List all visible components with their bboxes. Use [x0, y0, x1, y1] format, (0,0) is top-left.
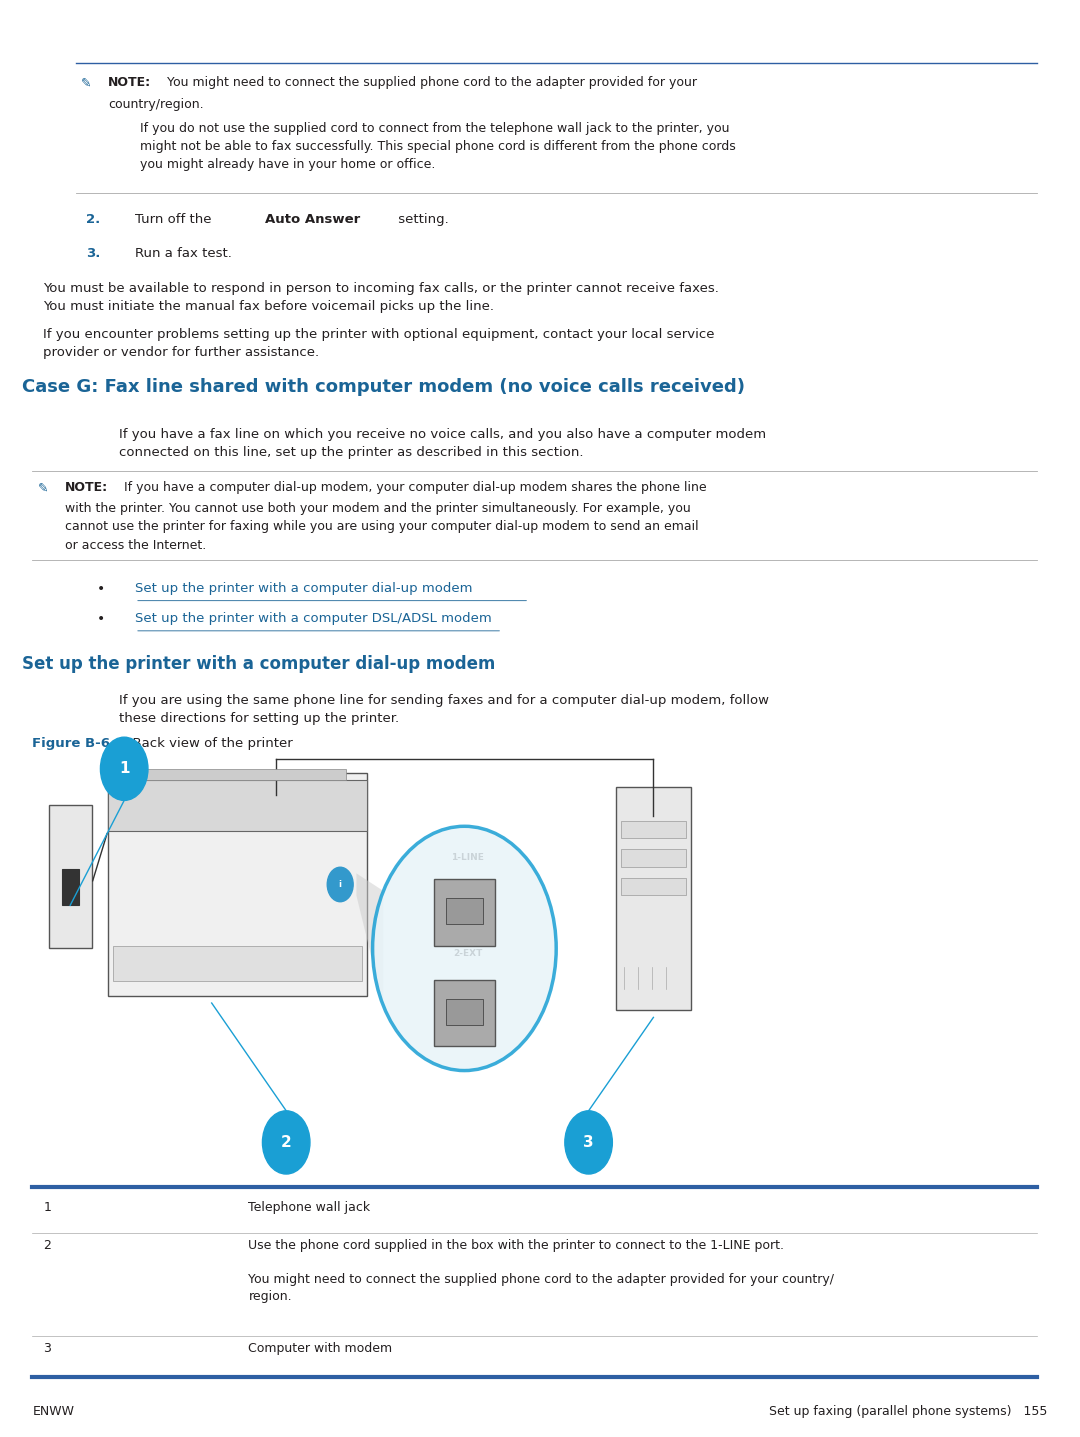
Text: You must be available to respond in person to incoming fax calls, or the printer: You must be available to respond in pers… — [43, 282, 719, 313]
Text: You might need to connect the supplied phone cord to the adapter provided for yo: You might need to connect the supplied p… — [167, 76, 698, 89]
Text: •: • — [97, 582, 106, 596]
Text: Set up the printer with a computer dial-up modem: Set up the printer with a computer dial-… — [22, 655, 495, 674]
Text: 1: 1 — [43, 1201, 51, 1214]
Text: If you encounter problems setting up the printer with optional equipment, contac: If you encounter problems setting up the… — [43, 328, 715, 359]
Text: Auto Answer: Auto Answer — [265, 213, 360, 226]
Text: with the printer. You cannot use both your modem and the printer simultaneously.: with the printer. You cannot use both yo… — [65, 502, 690, 514]
Text: •: • — [97, 612, 106, 627]
Text: Figure B-6: Figure B-6 — [32, 737, 110, 750]
FancyBboxPatch shape — [108, 773, 367, 996]
Circle shape — [373, 826, 556, 1071]
FancyBboxPatch shape — [113, 946, 362, 981]
Polygon shape — [356, 874, 383, 1006]
Circle shape — [327, 867, 353, 902]
FancyBboxPatch shape — [446, 898, 483, 924]
FancyBboxPatch shape — [621, 821, 686, 838]
Text: If you have a fax line on which you receive no voice calls, and you also have a : If you have a fax line on which you rece… — [119, 428, 766, 460]
Text: NOTE:: NOTE: — [108, 76, 151, 89]
FancyBboxPatch shape — [434, 980, 495, 1046]
Text: ✎: ✎ — [38, 481, 49, 494]
Text: You might need to connect the supplied phone cord to the adapter provided for yo: You might need to connect the supplied p… — [248, 1273, 835, 1303]
Text: ✎: ✎ — [81, 76, 92, 89]
Text: Run a fax test.: Run a fax test. — [135, 247, 232, 260]
Text: ENWW: ENWW — [32, 1405, 75, 1418]
Text: Computer with modem: Computer with modem — [248, 1342, 392, 1355]
FancyBboxPatch shape — [621, 849, 686, 867]
Text: or access the Internet.: or access the Internet. — [65, 539, 206, 552]
Text: setting.: setting. — [394, 213, 449, 226]
Text: Turn off the: Turn off the — [135, 213, 216, 226]
FancyBboxPatch shape — [62, 869, 79, 905]
Circle shape — [100, 737, 148, 800]
FancyBboxPatch shape — [616, 787, 691, 1010]
Text: Set up the printer with a computer dial-up modem: Set up the printer with a computer dial-… — [135, 582, 473, 595]
Text: 2-EXT: 2-EXT — [453, 950, 483, 958]
Text: 3: 3 — [583, 1135, 594, 1150]
Text: Case G: Fax line shared with computer modem (no voice calls received): Case G: Fax line shared with computer mo… — [22, 378, 744, 397]
Text: If you have a computer dial-up modem, your computer dial-up modem shares the pho: If you have a computer dial-up modem, yo… — [124, 481, 706, 494]
FancyBboxPatch shape — [108, 780, 367, 831]
Text: 2.: 2. — [86, 213, 100, 226]
Text: i: i — [339, 879, 341, 890]
Text: 3: 3 — [43, 1342, 51, 1355]
Text: cannot use the printer for faxing while you are using your computer dial-up mode: cannot use the printer for faxing while … — [65, 520, 699, 533]
Text: Use the phone cord supplied in the box with the printer to connect to the 1-LINE: Use the phone cord supplied in the box w… — [248, 1239, 784, 1252]
Text: Telephone wall jack: Telephone wall jack — [248, 1201, 370, 1214]
Text: NOTE:: NOTE: — [65, 481, 108, 494]
Text: 1: 1 — [119, 762, 130, 776]
Text: Set up the printer with a computer DSL/ADSL modem: Set up the printer with a computer DSL/A… — [135, 612, 491, 625]
FancyBboxPatch shape — [446, 999, 483, 1025]
FancyBboxPatch shape — [621, 878, 686, 895]
Text: If you do not use the supplied cord to connect from the telephone wall jack to t: If you do not use the supplied cord to c… — [140, 122, 737, 171]
Text: Set up faxing (parallel phone systems)   155: Set up faxing (parallel phone systems) 1… — [769, 1405, 1048, 1418]
FancyBboxPatch shape — [49, 805, 92, 948]
Circle shape — [262, 1111, 310, 1174]
Text: 2: 2 — [43, 1239, 51, 1252]
Text: If you are using the same phone line for sending faxes and for a computer dial-u: If you are using the same phone line for… — [119, 694, 769, 726]
FancyBboxPatch shape — [130, 769, 346, 780]
Text: 1-LINE: 1-LINE — [451, 854, 484, 862]
Text: 2: 2 — [281, 1135, 292, 1150]
Text: Back view of the printer: Back view of the printer — [124, 737, 293, 750]
FancyBboxPatch shape — [434, 879, 495, 946]
Circle shape — [565, 1111, 612, 1174]
Text: country/region.: country/region. — [108, 98, 204, 111]
Text: 3.: 3. — [86, 247, 100, 260]
